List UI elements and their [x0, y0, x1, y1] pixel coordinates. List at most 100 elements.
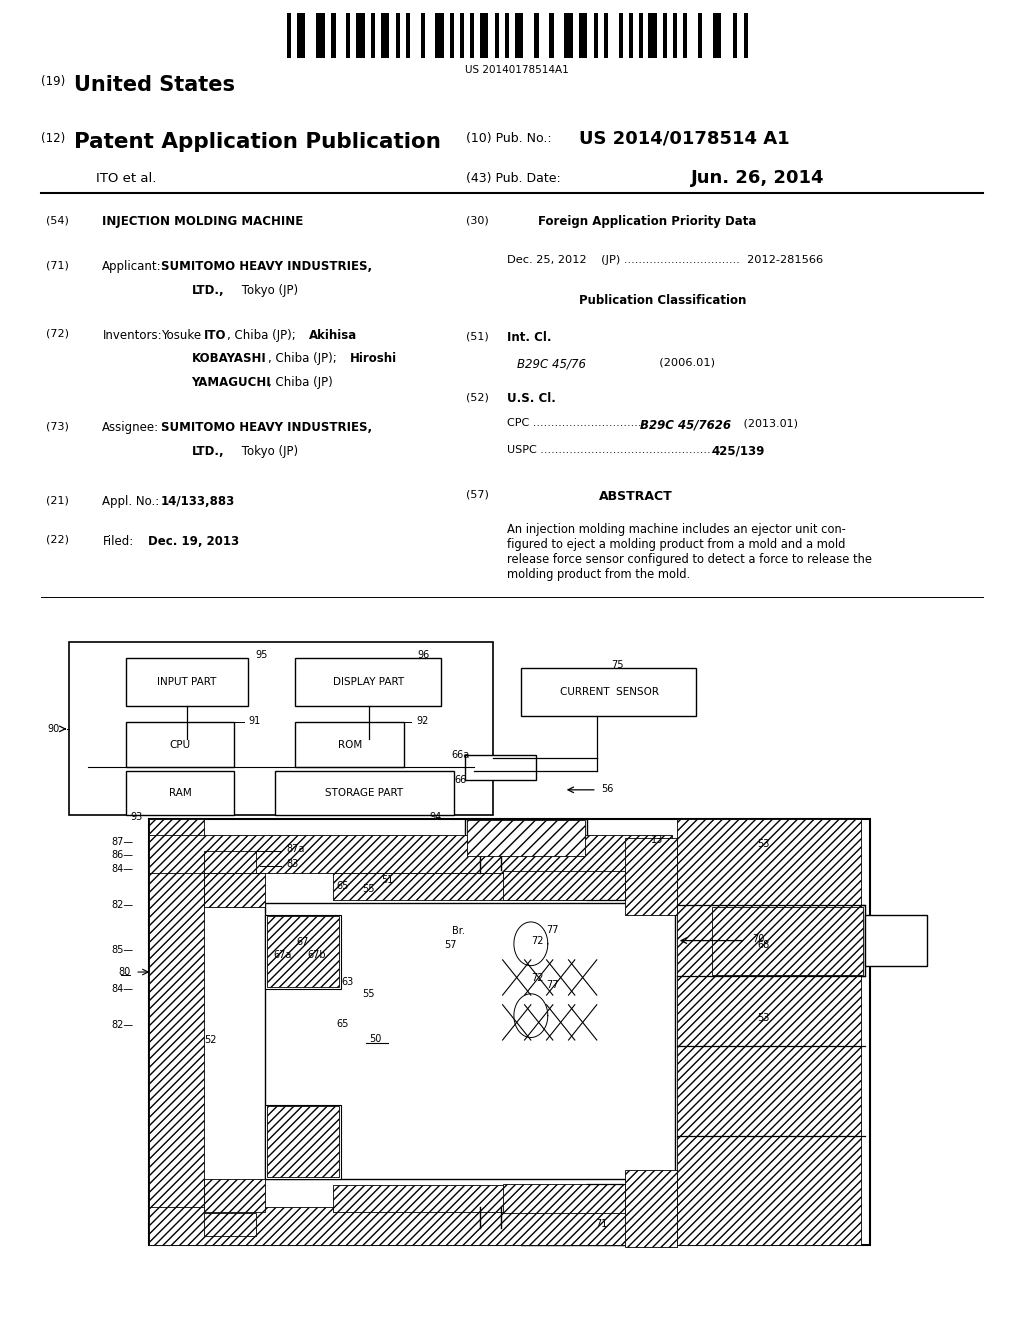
Bar: [332, 13, 336, 58]
Text: 92: 92: [416, 715, 428, 726]
Bar: [316, 13, 325, 58]
Text: Tokyo (JP): Tokyo (JP): [238, 284, 298, 297]
Text: Applicant:: Applicant:: [102, 260, 162, 273]
Text: CPC .................................: CPC .................................: [507, 418, 652, 429]
Bar: [265, 915, 341, 989]
Text: KOBAYASHI: KOBAYASHI: [191, 352, 266, 366]
Text: (72): (72): [46, 329, 69, 339]
Text: US 20140178514A1: US 20140178514A1: [465, 65, 569, 75]
Text: 77: 77: [546, 925, 559, 935]
Text: (57): (57): [466, 490, 488, 500]
Text: U.S. Cl.: U.S. Cl.: [507, 392, 556, 405]
Text: (12): (12): [41, 132, 66, 145]
Text: 67b: 67b: [307, 950, 327, 961]
Text: LTD.,: LTD.,: [191, 445, 224, 458]
Bar: [673, 13, 678, 58]
Text: 67a: 67a: [273, 950, 291, 961]
Text: (71): (71): [46, 260, 69, 271]
Text: 84—: 84—: [112, 983, 133, 994]
Bar: [712, 907, 863, 974]
Text: 86—: 86—: [112, 850, 133, 861]
Text: 72: 72: [531, 973, 544, 983]
Text: 82—: 82—: [112, 1020, 133, 1031]
Bar: [70, 643, 494, 816]
Text: Br.: Br.: [452, 925, 465, 936]
Bar: [710, 906, 865, 975]
Bar: [865, 915, 927, 966]
Text: 94: 94: [429, 812, 441, 822]
Text: YAMAGUCHI: YAMAGUCHI: [191, 376, 271, 389]
Text: (2013.01): (2013.01): [740, 418, 799, 429]
Text: An injection molding machine includes an ejector unit con-
figured to eject a mo: An injection molding machine includes an…: [507, 523, 871, 581]
Bar: [346, 13, 350, 58]
Bar: [535, 13, 539, 58]
Text: INPUT PART: INPUT PART: [158, 677, 217, 686]
Text: 14/133,883: 14/133,883: [161, 495, 236, 508]
Text: Jun. 26, 2014: Jun. 26, 2014: [691, 169, 824, 187]
Text: 63: 63: [341, 977, 353, 987]
Bar: [204, 1213, 256, 1236]
Text: (2006.01): (2006.01): [623, 358, 715, 368]
Bar: [521, 1188, 663, 1245]
Bar: [521, 668, 695, 715]
Text: RAM: RAM: [169, 788, 191, 799]
Text: 75: 75: [611, 660, 624, 669]
Text: Foreign Application Priority Data: Foreign Application Priority Data: [538, 215, 756, 228]
Bar: [456, 1205, 503, 1228]
Bar: [505, 13, 509, 58]
Bar: [356, 13, 365, 58]
Bar: [333, 874, 677, 900]
Bar: [295, 659, 441, 706]
Text: Dec. 25, 2012    (JP) ................................  2012-281566: Dec. 25, 2012 (JP) .....................…: [507, 255, 823, 265]
Text: 50: 50: [370, 1034, 382, 1044]
Bar: [287, 13, 291, 58]
Text: 66a: 66a: [452, 750, 470, 759]
Text: , Chiba (JP);: , Chiba (JP);: [227, 329, 300, 342]
Text: DISPLAY PART: DISPLAY PART: [333, 677, 404, 686]
Bar: [683, 13, 687, 58]
Text: Akihisa: Akihisa: [309, 329, 357, 342]
Text: 71: 71: [595, 1220, 607, 1229]
Text: SUMITOMO HEAVY INDUSTRIES,: SUMITOMO HEAVY INDUSTRIES,: [161, 260, 372, 273]
Bar: [150, 818, 870, 1245]
Bar: [395, 13, 400, 58]
Bar: [267, 1106, 339, 1177]
Bar: [435, 13, 443, 58]
Text: 82—: 82—: [112, 900, 133, 911]
Bar: [549, 13, 554, 58]
Bar: [698, 13, 702, 58]
Text: 93: 93: [130, 812, 142, 822]
Text: (30): (30): [466, 215, 488, 226]
Bar: [150, 818, 204, 1245]
Bar: [297, 13, 305, 58]
Bar: [503, 1184, 625, 1213]
Text: Publication Classification: Publication Classification: [579, 294, 745, 308]
Bar: [648, 13, 656, 58]
Text: Dec. 19, 2013: Dec. 19, 2013: [148, 535, 240, 548]
Text: 66: 66: [455, 775, 467, 784]
Bar: [664, 13, 668, 58]
Text: United States: United States: [74, 75, 234, 95]
Text: Assignee:: Assignee:: [102, 421, 160, 434]
Text: B29C 45/76: B29C 45/76: [517, 358, 586, 371]
Text: 53: 53: [757, 840, 769, 849]
Text: 56: 56: [601, 784, 613, 795]
Bar: [287, 13, 290, 58]
Text: 13: 13: [651, 834, 664, 845]
Text: ROM: ROM: [338, 741, 362, 750]
Bar: [467, 820, 586, 855]
Bar: [126, 771, 234, 816]
Text: 80: 80: [118, 968, 130, 977]
Text: ITO et al.: ITO et al.: [96, 172, 157, 185]
Bar: [451, 13, 455, 58]
Bar: [618, 13, 623, 58]
Bar: [126, 722, 234, 767]
Text: SUMITOMO HEAVY INDUSTRIES,: SUMITOMO HEAVY INDUSTRIES,: [161, 421, 372, 434]
Bar: [495, 13, 499, 58]
Text: Patent Application Publication: Patent Application Publication: [74, 132, 440, 152]
Bar: [204, 851, 256, 874]
Bar: [456, 857, 503, 879]
Text: , Chiba (JP): , Chiba (JP): [268, 376, 333, 389]
Text: Tokyo (JP): Tokyo (JP): [238, 445, 298, 458]
Text: , Chiba (JP);: , Chiba (JP);: [268, 352, 341, 366]
